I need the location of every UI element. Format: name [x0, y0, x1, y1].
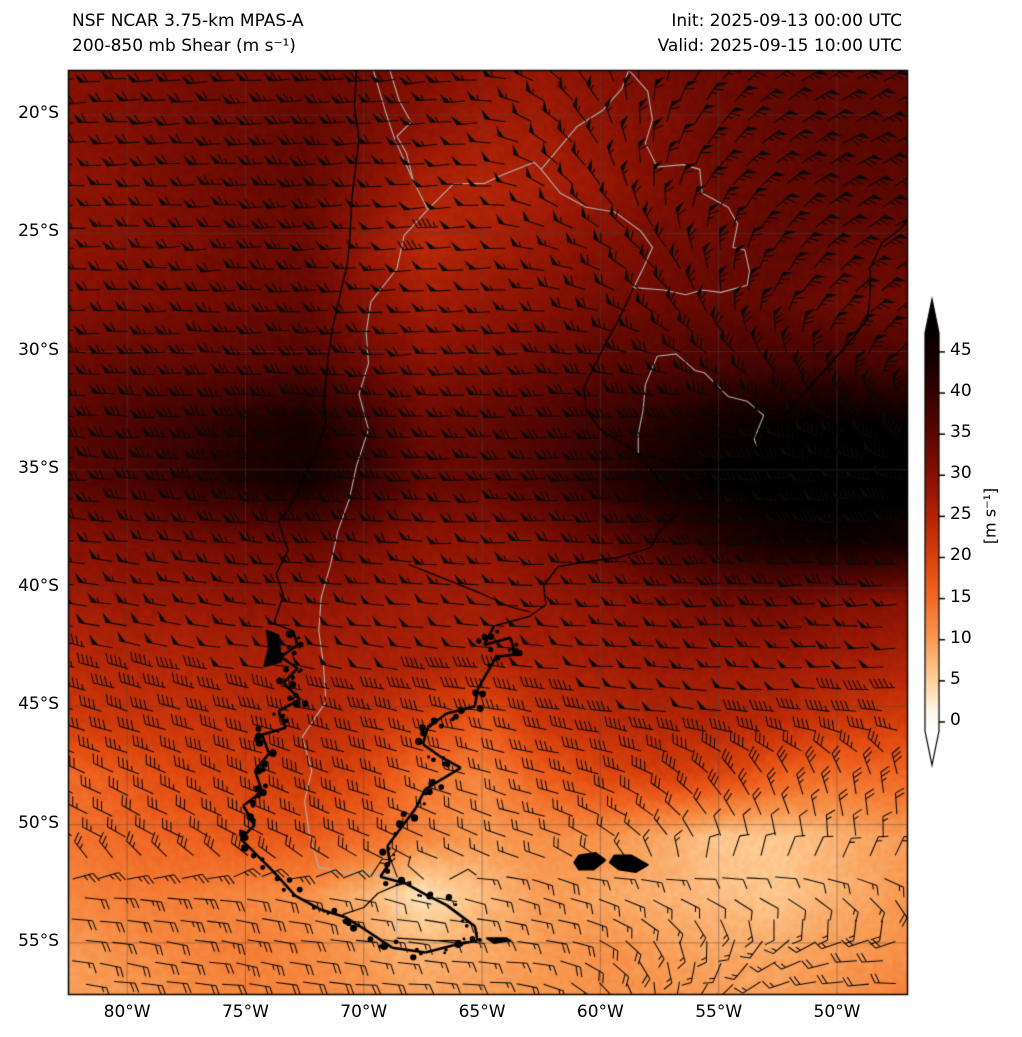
x-tick-label: 65°W — [458, 1002, 506, 1022]
y-tick-label: 30°S — [18, 339, 59, 360]
figure-title: NSF NCAR 3.75-km MPAS-A 200-850 mb Shear… — [72, 9, 304, 59]
colorbar-tick-label: 35 — [950, 422, 972, 443]
x-tick-label: 70°W — [340, 1002, 388, 1022]
x-tick-label: 75°W — [221, 1002, 269, 1022]
y-tick-label: 20°S — [18, 102, 59, 123]
colorbar-tick-label: 0 — [950, 709, 961, 730]
x-tick-label: 50°W — [813, 1002, 861, 1022]
colorbar-tick-label: 30 — [950, 463, 972, 484]
colorbar-tick-label: 40 — [950, 381, 972, 402]
title-field: 200-850 mb Shear (m s⁻¹) — [72, 36, 296, 56]
colorbar-tick-label: 25 — [950, 504, 972, 525]
y-tick-label: 55°S — [18, 930, 59, 951]
colorbar-tick-label: 15 — [950, 586, 972, 607]
colorbar-tick-label: 10 — [950, 627, 972, 648]
x-tick-label: 55°W — [695, 1002, 743, 1022]
y-tick-label: 40°S — [18, 576, 59, 597]
y-tick-label: 25°S — [18, 221, 59, 242]
colorbar-tick-label: 45 — [950, 339, 972, 360]
valid-time-label: Valid: 2025-09-15 10:00 UTC — [657, 36, 902, 56]
run-times: Init: 2025-09-13 00:00 UTC Valid: 2025-0… — [658, 9, 902, 59]
colorbar-tick-label: 20 — [950, 545, 972, 566]
title-model: NSF NCAR 3.75-km MPAS-A — [72, 11, 304, 31]
colorbar-unit-label: [m s⁻¹] — [980, 487, 1000, 545]
x-tick-label: 80°W — [103, 1002, 151, 1022]
y-tick-label: 35°S — [18, 457, 59, 478]
colorbar-tick-label: 5 — [950, 668, 961, 689]
x-tick-label: 60°W — [576, 1002, 624, 1022]
y-tick-label: 45°S — [18, 694, 59, 715]
y-tick-label: 50°S — [18, 812, 59, 833]
init-time-label: Init: 2025-09-13 00:00 UTC — [671, 11, 902, 31]
